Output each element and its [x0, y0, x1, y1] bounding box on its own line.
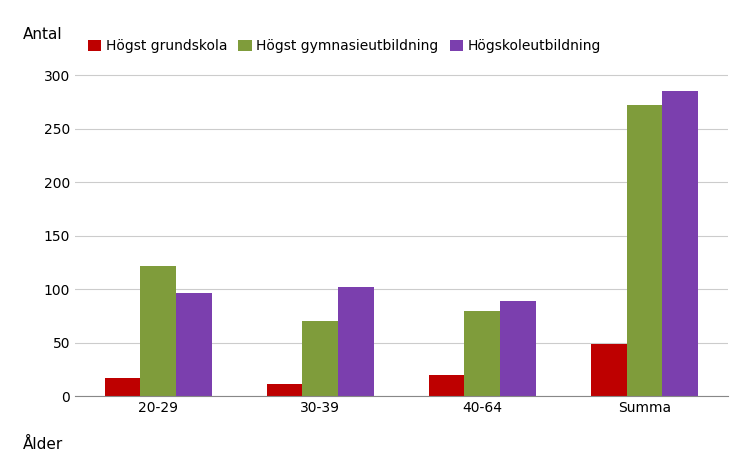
Bar [626, 105, 662, 396]
Bar [591, 344, 626, 396]
Bar [500, 301, 536, 396]
Legend: Högst grundskola, Högst gymnasieutbildning, Högskoleutbildning: Högst grundskola, Högst gymnasieutbildni… [82, 34, 607, 58]
Bar [302, 321, 338, 396]
Text: Antal: Antal [22, 27, 62, 42]
Text: Ålder: Ålder [22, 437, 63, 450]
Bar [140, 266, 176, 396]
Bar [464, 310, 500, 396]
Bar [105, 378, 140, 396]
Bar [338, 287, 374, 396]
Bar [267, 384, 302, 396]
Bar [176, 293, 212, 396]
Bar [662, 91, 698, 396]
Bar [429, 374, 464, 396]
